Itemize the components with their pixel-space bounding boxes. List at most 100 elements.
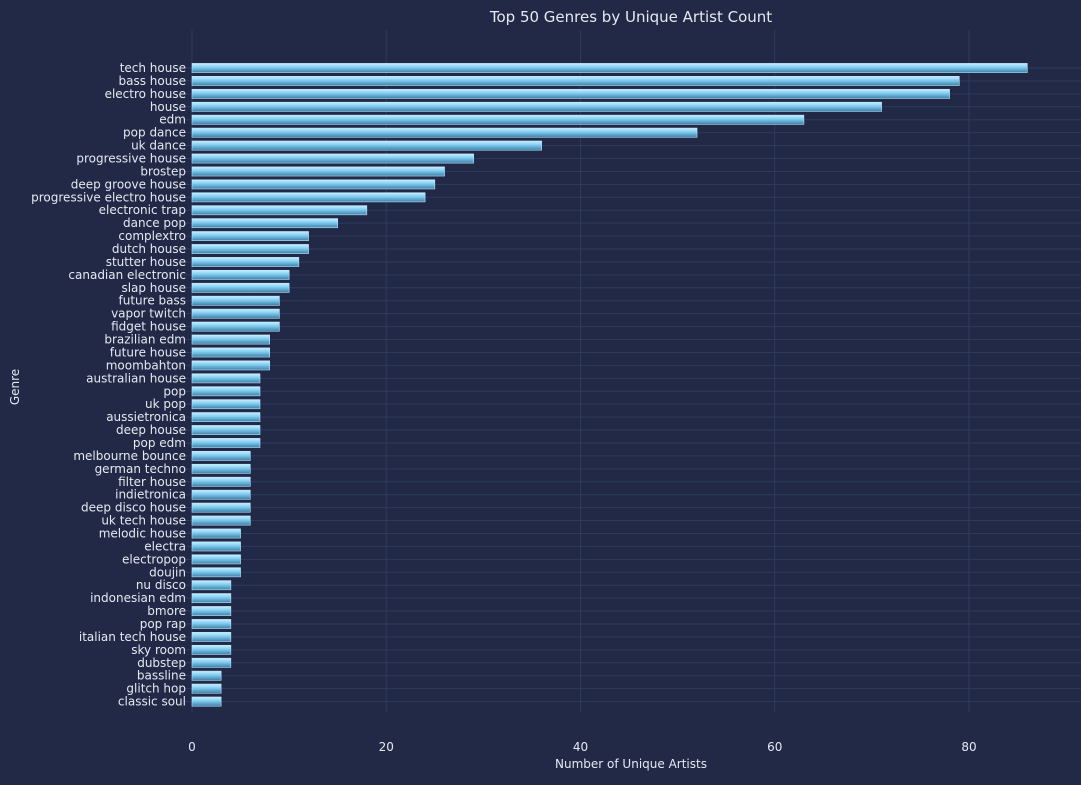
bar	[191, 412, 261, 423]
y-axis-label: Genre	[8, 369, 22, 405]
bar	[191, 295, 280, 306]
bar	[191, 386, 261, 397]
y-tick-label: bmore	[147, 604, 186, 618]
y-tick-label: complextro	[118, 229, 186, 243]
bar	[191, 166, 445, 177]
bar	[191, 76, 960, 86]
x-axis-label: Number of Unique Artists	[555, 757, 707, 771]
bar	[191, 88, 950, 99]
y-tick-label: future house	[110, 345, 186, 359]
x-tick-label: 0	[188, 740, 196, 754]
y-tick-label: glitch hop	[126, 682, 186, 696]
bar	[191, 140, 542, 151]
bar	[191, 373, 261, 384]
y-tick-label: pop rap	[140, 617, 186, 631]
bar	[191, 580, 232, 591]
bar	[191, 347, 270, 358]
y-tick-label: uk dance	[131, 139, 186, 153]
y-tick-label: future bass	[119, 294, 186, 308]
bar	[191, 179, 436, 190]
bar	[191, 321, 280, 332]
y-tick-label: electronic trap	[99, 203, 186, 217]
y-tick-label: italian tech house	[79, 630, 186, 644]
bar	[191, 696, 222, 707]
y-tick-label: slap house	[121, 281, 186, 295]
y-tick-label: fidget house	[111, 320, 186, 334]
bar	[191, 101, 882, 112]
x-tick-label: 60	[767, 740, 782, 754]
y-tick-label: dutch house	[112, 242, 186, 256]
y-tick-label: filter house	[118, 475, 186, 489]
bar	[191, 153, 474, 164]
y-tick-label: bass house	[119, 74, 186, 88]
y-tick-label: indietronica	[115, 488, 186, 502]
bar	[191, 334, 270, 345]
y-tick-label: canadian electronic	[68, 268, 186, 282]
bar	[191, 463, 251, 474]
y-tick-label: nu disco	[136, 578, 186, 592]
bar	[191, 593, 232, 604]
bar	[191, 683, 222, 694]
y-tick-label: deep house	[116, 423, 186, 437]
bars	[191, 63, 1028, 707]
bar	[191, 619, 232, 629]
bar	[191, 450, 251, 461]
bar	[191, 192, 426, 203]
bar	[191, 632, 232, 642]
bar	[191, 205, 368, 216]
bar	[191, 257, 300, 267]
y-tick-label: pop edm	[133, 436, 186, 450]
y-tick-label: classic soul	[118, 695, 186, 709]
y-tick-label: electra	[144, 539, 186, 553]
y-tick-label: electropop	[122, 552, 186, 566]
bar	[191, 231, 309, 241]
x-tick-label: 40	[573, 740, 588, 754]
bar	[191, 670, 222, 681]
y-tick-label: tech house	[120, 61, 186, 75]
bar	[191, 606, 232, 616]
bar	[191, 244, 309, 254]
bar	[191, 269, 290, 280]
chart-title: Top 50 Genres by Unique Artist Count	[489, 8, 772, 26]
y-tick-label: progressive house	[76, 152, 186, 166]
y-tick-label: pop	[163, 384, 186, 398]
x-tick-labels: 0 20 40 60 80	[188, 740, 976, 754]
y-tick-label: dubstep	[137, 656, 186, 670]
y-tick-label: aussietronica	[106, 410, 186, 424]
bar	[191, 476, 251, 487]
bar	[191, 644, 232, 655]
y-tick-label: doujin	[149, 565, 186, 579]
y-tick-label: brazilian edm	[104, 333, 186, 347]
y-tick-label: bassline	[137, 669, 186, 683]
bar	[191, 541, 241, 552]
bar	[191, 399, 261, 410]
y-tick-label: sky room	[131, 643, 186, 657]
x-tick-label: 80	[961, 740, 976, 754]
bar	[191, 438, 261, 448]
y-tick-label: brostep	[140, 164, 186, 178]
y-tick-label: stutter house	[106, 255, 186, 269]
bar	[191, 554, 241, 565]
bar	[191, 127, 698, 138]
bar	[191, 657, 232, 668]
bar	[191, 528, 241, 539]
y-tick-label: dance pop	[123, 216, 186, 230]
bar	[191, 308, 280, 319]
y-tick-label: melbourne bounce	[73, 449, 186, 463]
y-tick-label: deep disco house	[81, 501, 186, 515]
y-tick-label: german techno	[95, 462, 186, 476]
bar	[191, 489, 251, 500]
y-tick-label: progressive electro house	[31, 190, 186, 204]
bar	[191, 567, 241, 578]
y-tick-label: indonesian edm	[90, 591, 186, 605]
y-tick-label: electro house	[105, 87, 186, 101]
y-tick-label: uk pop	[145, 397, 186, 411]
bar	[191, 282, 290, 293]
y-tick-label: uk tech house	[101, 514, 186, 528]
y-tick-label: melodic house	[99, 526, 186, 540]
bar	[191, 63, 1028, 73]
x-tick-label: 20	[379, 740, 394, 754]
